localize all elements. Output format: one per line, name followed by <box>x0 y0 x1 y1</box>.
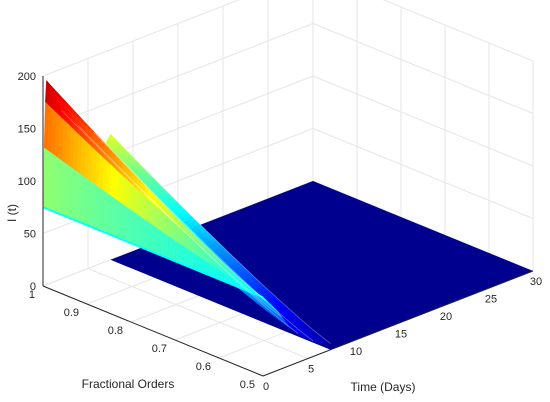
surface-edge <box>240 287 246 291</box>
surface-edge <box>203 272 209 276</box>
surface-edge <box>159 254 165 258</box>
surface-floor <box>110 181 533 350</box>
surface-edge <box>71 218 77 222</box>
surface-edge <box>167 257 172 261</box>
surface-edge <box>156 252 161 257</box>
surface-edge <box>46 207 51 212</box>
surface-edge <box>49 209 55 213</box>
x-tick-label: 30 <box>530 276 542 288</box>
surface-edge <box>82 222 88 227</box>
x-tick-label: 10 <box>350 346 362 358</box>
surface-edge <box>163 255 169 260</box>
grid-line <box>87 268 309 359</box>
surface-edge <box>68 216 73 221</box>
grid-line <box>312 128 534 219</box>
z-axis-label: I (t) <box>5 204 19 222</box>
surface-edge <box>178 261 183 266</box>
surface-edge <box>189 266 194 270</box>
surface-edge <box>185 264 191 269</box>
surface-edge <box>93 227 99 231</box>
surface-edge <box>97 228 103 233</box>
surface-edge <box>211 275 216 279</box>
surface-edge <box>75 219 81 224</box>
surface-edge <box>174 260 180 264</box>
surface-edge <box>229 282 235 287</box>
surface-edge <box>123 239 128 243</box>
grid-line <box>312 75 534 167</box>
x-tick-label: 0 <box>263 381 269 393</box>
surface-edge <box>79 221 84 225</box>
surface-edge <box>126 240 132 245</box>
grid-line <box>312 23 534 114</box>
z-tick-label: 0 <box>30 281 36 293</box>
surface-edge <box>214 276 220 281</box>
surface-edge <box>115 236 121 240</box>
surface-edge <box>225 281 231 285</box>
x-tick-label: 20 <box>440 311 452 323</box>
surface-edge <box>57 212 62 216</box>
z-tick-label: 100 <box>18 176 36 188</box>
surface-edge <box>119 237 125 242</box>
surface-edge <box>218 278 224 282</box>
y-axis-label: Fractional Orders <box>82 377 175 391</box>
y-tick-label: 0.6 <box>196 361 211 373</box>
surface-edge <box>207 273 213 278</box>
surface-edge <box>86 224 92 228</box>
surface-edge <box>60 213 66 218</box>
x-axis-label: Time (Days) <box>351 380 416 394</box>
surface-edge <box>196 269 202 273</box>
surface-edge <box>134 243 139 248</box>
surface-edge <box>42 206 48 210</box>
z-tick-label: 150 <box>18 124 36 136</box>
surface-edge <box>64 215 70 219</box>
y-tick-label: 0.9 <box>64 307 79 319</box>
z-tick-label: 50 <box>24 229 36 241</box>
surface-edge <box>148 249 154 254</box>
x-tick-label: 15 <box>395 329 407 341</box>
y-tick-label: 0.8 <box>108 325 123 337</box>
surface-edge <box>200 270 205 275</box>
surface-layer <box>42 79 533 350</box>
surface-edge <box>192 267 198 272</box>
z-tick-label: 200 <box>18 71 36 83</box>
grid-line <box>382 0 534 62</box>
surface-edge <box>90 225 95 230</box>
y-tick-label: 0.7 <box>152 343 167 355</box>
surface-edge <box>141 246 147 251</box>
surface-edge <box>222 279 227 284</box>
surface-edge <box>53 210 59 215</box>
surface-edge <box>130 242 136 246</box>
surface-edge <box>236 285 242 290</box>
surface-edge <box>101 230 106 234</box>
surface-edge <box>137 245 143 249</box>
surface-edge <box>145 248 150 252</box>
x-tick-label: 25 <box>485 294 497 306</box>
x-tick-label: 5 <box>308 364 314 376</box>
surface-edge <box>104 231 110 236</box>
surface-edge <box>112 234 117 239</box>
surface-edge <box>170 258 176 263</box>
surface-edge <box>181 263 187 267</box>
surface-edge <box>233 284 238 288</box>
surface-edge <box>152 251 158 255</box>
y-tick-label: 0.5 <box>240 379 255 391</box>
surface-edge <box>108 233 114 237</box>
